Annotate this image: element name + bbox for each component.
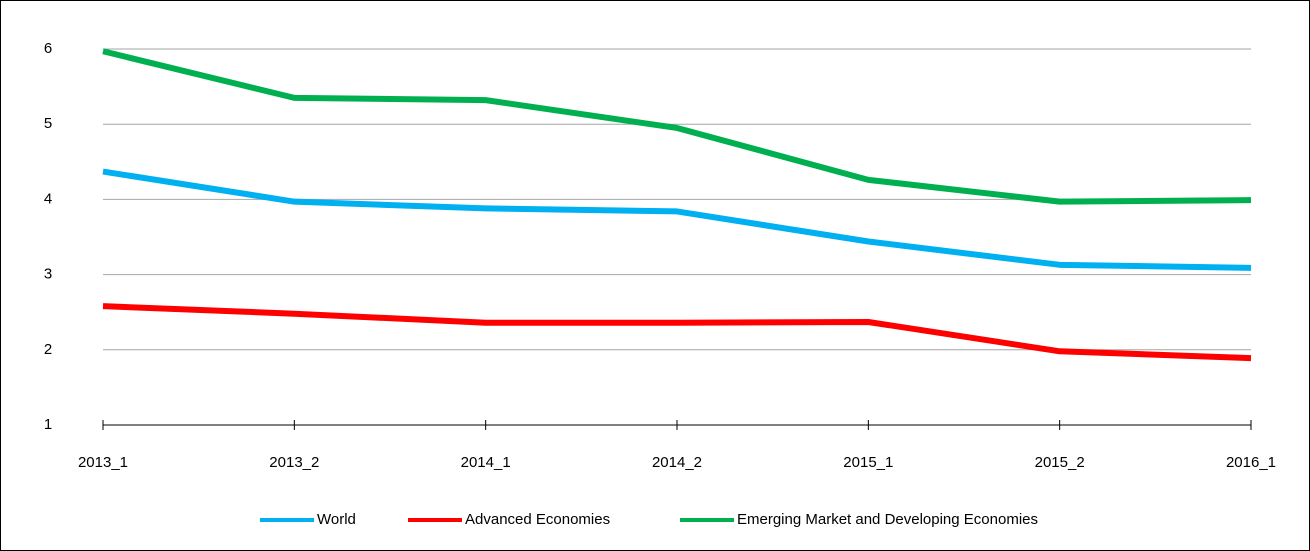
y-tick-label: 2	[44, 341, 52, 358]
y-tick-label: 4	[44, 190, 52, 207]
x-tick-label: 2014_1	[461, 454, 511, 471]
y-tick-label: 5	[44, 115, 52, 132]
series-line	[102, 168, 1252, 271]
legend-label: World	[317, 511, 356, 528]
series-line	[102, 303, 1252, 362]
y-tick-label: 3	[44, 266, 52, 283]
x-tick-label: 2014_2	[652, 454, 702, 471]
y-tick-label: 1	[44, 416, 52, 433]
x-tick-label: 2013_2	[269, 454, 319, 471]
y-tick-label: 6	[44, 40, 52, 57]
x-tick-label: 2015_1	[843, 454, 893, 471]
series-line	[102, 48, 1252, 205]
x-tick-label: 2013_1	[78, 454, 128, 471]
x-tick-label: 2016_1	[1226, 454, 1276, 471]
legend-label: Advanced Economies	[465, 511, 610, 528]
legend-label: Emerging Market and Developing Economies	[737, 511, 1038, 528]
x-tick-label: 2015_2	[1035, 454, 1085, 471]
